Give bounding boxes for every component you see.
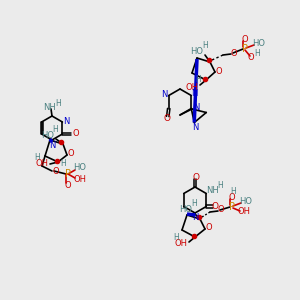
Text: O: O xyxy=(206,224,212,232)
Text: O: O xyxy=(65,182,71,190)
Text: P: P xyxy=(65,169,71,179)
Text: N: N xyxy=(192,214,198,223)
Text: N: N xyxy=(191,89,197,98)
Text: HO: HO xyxy=(253,40,266,49)
Text: O: O xyxy=(216,67,222,76)
Text: N: N xyxy=(63,116,70,125)
Text: NH: NH xyxy=(43,103,56,112)
Text: N: N xyxy=(192,123,198,132)
Text: O: O xyxy=(212,202,219,211)
Text: H: H xyxy=(202,41,208,50)
Text: H: H xyxy=(218,181,223,190)
Text: H: H xyxy=(191,200,197,208)
Text: H: H xyxy=(254,50,260,58)
Text: H: H xyxy=(173,233,179,242)
Text: H: H xyxy=(52,125,58,134)
Text: O: O xyxy=(231,49,237,58)
Text: OH: OH xyxy=(185,82,199,91)
Text: OH: OH xyxy=(74,176,86,184)
Text: H: H xyxy=(230,187,236,196)
Text: O: O xyxy=(193,172,200,182)
Text: O: O xyxy=(163,114,170,123)
Text: O: O xyxy=(242,34,248,43)
Text: NH: NH xyxy=(206,186,219,195)
Text: H: H xyxy=(55,98,61,107)
Text: OH: OH xyxy=(175,239,188,248)
Text: O: O xyxy=(68,149,74,158)
Text: O: O xyxy=(53,167,59,176)
Text: OH: OH xyxy=(238,208,250,217)
Text: O: O xyxy=(229,193,235,202)
Text: O: O xyxy=(248,53,254,62)
Text: N: N xyxy=(193,103,199,112)
Text: O: O xyxy=(218,206,224,214)
Text: OH: OH xyxy=(35,160,49,169)
Text: HO: HO xyxy=(239,197,253,206)
Text: H: H xyxy=(195,74,201,83)
Text: N: N xyxy=(49,140,55,149)
Text: HO: HO xyxy=(179,206,193,214)
Text: O: O xyxy=(72,130,79,139)
Text: H: H xyxy=(60,160,66,169)
Text: P: P xyxy=(242,44,248,54)
Text: HO: HO xyxy=(190,47,203,56)
Text: HO: HO xyxy=(41,131,55,140)
Text: P: P xyxy=(229,202,235,212)
Text: N: N xyxy=(162,90,168,99)
Text: H: H xyxy=(34,154,40,163)
Text: HO: HO xyxy=(74,164,86,172)
